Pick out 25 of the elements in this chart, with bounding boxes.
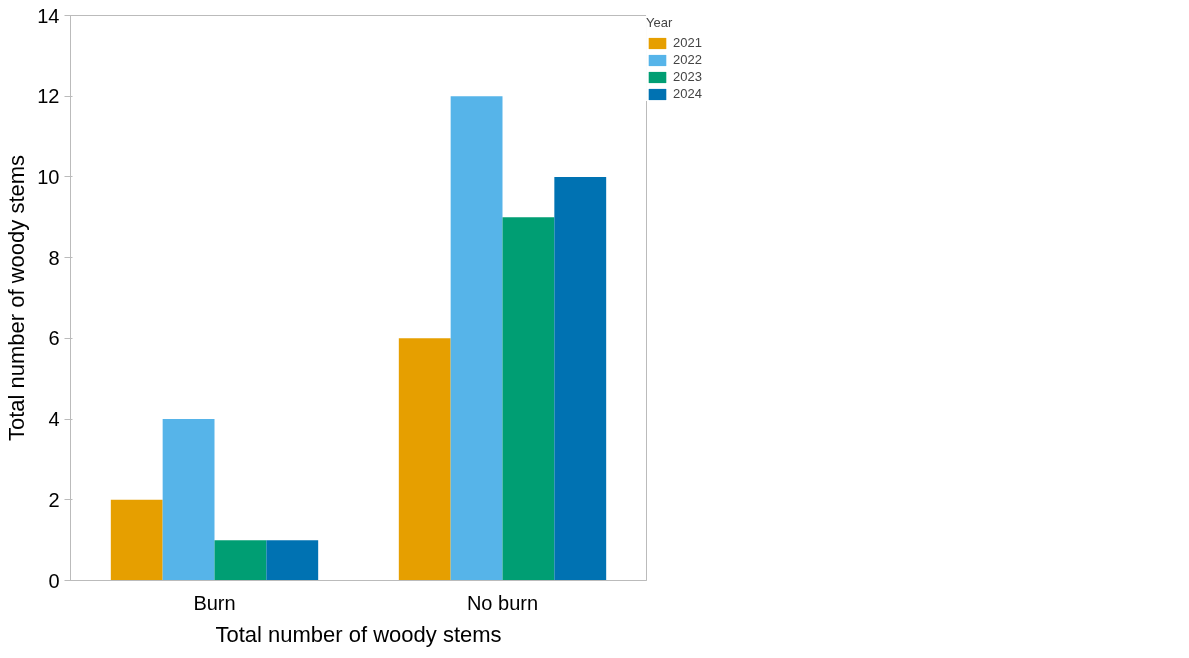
x-tick-label: No burn bbox=[466, 591, 539, 614]
bar bbox=[162, 419, 215, 581]
bar bbox=[554, 176, 607, 581]
bar bbox=[450, 96, 503, 581]
legend-label: 2024 bbox=[673, 86, 702, 101]
x-tick-label: Burn bbox=[193, 591, 236, 614]
bar bbox=[502, 217, 555, 581]
legend-label: 2022 bbox=[673, 52, 702, 67]
y-tick-label: 8 bbox=[48, 246, 60, 269]
legend-title: Year bbox=[646, 15, 674, 30]
bar bbox=[266, 540, 319, 581]
y-tick-label: 0 bbox=[48, 569, 60, 592]
x-axis-title: Total number of woody stems bbox=[215, 621, 502, 647]
y-tick-label: 10 bbox=[37, 165, 60, 188]
bar bbox=[214, 540, 267, 581]
bar bbox=[110, 499, 163, 581]
y-axis-title: Total number of woody stems bbox=[4, 154, 30, 442]
y-tick-label: 14 bbox=[37, 4, 60, 27]
legend-label: 2021 bbox=[673, 35, 702, 50]
bar bbox=[398, 338, 451, 581]
y-tick-label: 12 bbox=[37, 85, 60, 108]
y-tick-label: 6 bbox=[48, 327, 60, 350]
y-tick-label: 4 bbox=[48, 408, 60, 431]
legend-label: 2023 bbox=[673, 69, 702, 84]
y-tick-label: 2 bbox=[48, 488, 60, 511]
